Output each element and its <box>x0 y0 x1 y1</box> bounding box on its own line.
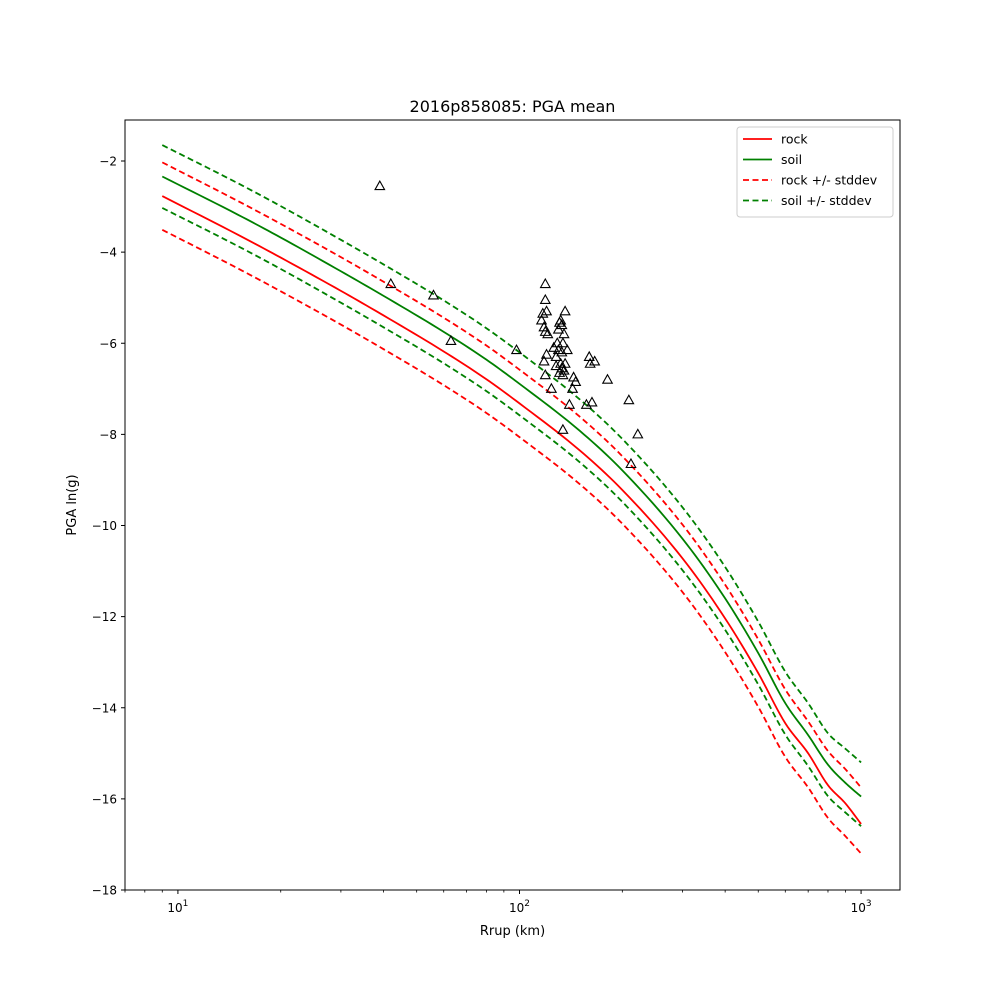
y-tick-label: −14 <box>92 701 117 715</box>
observation-marker <box>569 375 582 387</box>
y-tick-label: −4 <box>99 246 117 260</box>
legend-label: rock +/- stddev <box>781 173 878 188</box>
observation-marker <box>550 359 562 371</box>
observation-marker <box>385 277 397 289</box>
series-group <box>161 144 862 855</box>
legend-label: soil <box>781 152 802 167</box>
observation-marker <box>427 289 440 300</box>
observation-marker <box>563 398 576 409</box>
observation-marker <box>623 394 635 405</box>
y-tick-label: −10 <box>92 519 117 533</box>
y-tick-label: −12 <box>92 610 117 624</box>
y-tick-label: −8 <box>99 428 117 442</box>
observation-marker <box>584 357 596 368</box>
y-tick-label: −18 <box>92 884 117 898</box>
observation-marker <box>559 357 571 368</box>
observation-marker <box>557 423 569 434</box>
y-tick-label: −16 <box>92 792 117 806</box>
chart-title: 2016p858085: PGA mean <box>410 97 616 116</box>
series-line-soil <box>161 175 862 798</box>
observation-marker <box>554 314 567 325</box>
series-line-rock-stddev <box>161 228 862 855</box>
observation-marker <box>561 343 573 355</box>
observation-marker <box>556 318 568 330</box>
observation-marker <box>558 364 570 375</box>
x-tick-label: 103 <box>851 899 872 915</box>
observation-marker <box>545 382 558 393</box>
legend-box <box>736 126 894 218</box>
observation-marker <box>445 334 457 346</box>
observation-marker <box>539 277 551 289</box>
observation-marker <box>510 343 523 355</box>
y-tick-label: −6 <box>99 337 117 351</box>
observation-marker <box>601 373 614 384</box>
observation-marker <box>566 382 579 393</box>
observation-marker <box>539 293 551 305</box>
observation-marker <box>540 348 553 359</box>
observation-marker <box>374 179 386 191</box>
y-axis: −18 −16 −14 −12 −10 −8 −6 −4 −2 <box>92 155 125 898</box>
observation-marker <box>558 328 570 339</box>
observation-marker <box>540 305 553 316</box>
plot-frame <box>124 119 901 891</box>
y-tick-label: −2 <box>99 155 117 169</box>
observation-marker <box>539 325 551 336</box>
series-line-rock <box>161 195 862 825</box>
observation-marker <box>537 307 549 318</box>
observation-marker <box>535 314 548 325</box>
observation-marker <box>538 355 550 366</box>
x-tick-label: 102 <box>509 899 530 915</box>
x-axis: 101 102 103 <box>124 890 872 915</box>
plot-area <box>125 120 900 890</box>
observation-markers <box>374 179 644 469</box>
observation-marker <box>632 428 644 439</box>
observation-marker <box>588 355 601 366</box>
observation-marker <box>559 305 571 316</box>
observation-marker <box>625 457 637 469</box>
legend-label: rock <box>781 132 808 147</box>
observation-marker <box>538 321 550 332</box>
legend-label: soil +/- stddev <box>781 193 872 208</box>
legend: rock soil rock +/- stddev soil +/- stddev <box>736 126 894 218</box>
x-axis-label: Rrup (km) <box>480 924 545 939</box>
x-tick-label: 101 <box>167 899 188 915</box>
observation-marker <box>557 337 569 348</box>
y-axis-label: PGA ln(g) <box>65 474 80 535</box>
series-line-rock-stddev <box>161 161 862 789</box>
observation-marker <box>586 396 598 407</box>
observation-marker <box>542 328 554 339</box>
series-line-soil-stddev <box>161 207 862 827</box>
series-line-soil-stddev <box>161 144 862 764</box>
observation-marker <box>539 369 551 380</box>
